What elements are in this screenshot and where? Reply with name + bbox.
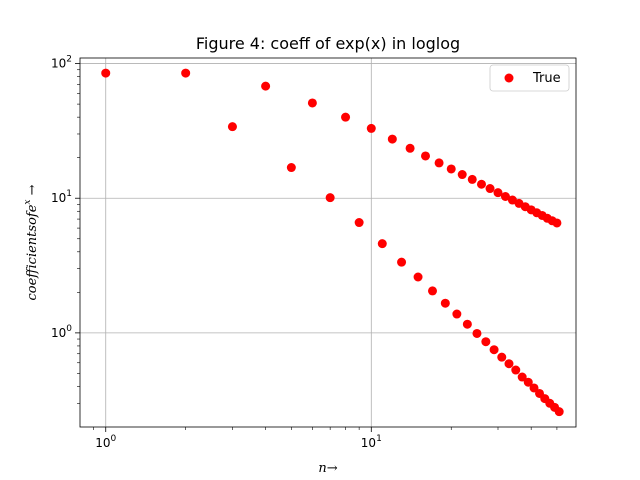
y-tick-label-exponent: 0 <box>66 324 72 334</box>
y-tick-label: 101 <box>51 189 72 205</box>
data-points <box>101 68 564 417</box>
x-tick-label-base: 10 <box>95 436 110 450</box>
data-point <box>552 218 562 228</box>
data-point <box>434 158 444 168</box>
y-tick-label-base: 10 <box>51 57 66 71</box>
data-point <box>517 372 527 382</box>
x-tick-label-exponent: 0 <box>111 434 117 444</box>
data-point <box>452 309 462 319</box>
y-axis-label-text: coefficientsofex → <box>23 184 40 300</box>
chart-title: Figure 4: coeff of exp(x) in loglog <box>196 34 460 53</box>
y-axis-label-main: coefficientsofe <box>25 204 40 300</box>
data-point <box>497 352 507 362</box>
data-point <box>489 345 499 355</box>
data-point <box>500 191 510 201</box>
legend-marker <box>504 73 514 83</box>
x-axis-label: n→ <box>318 461 337 476</box>
data-point <box>467 174 477 184</box>
data-point <box>420 151 430 161</box>
data-point <box>440 298 450 308</box>
data-point <box>286 163 296 173</box>
data-point <box>462 319 472 329</box>
legend-box <box>489 64 570 92</box>
data-point <box>427 286 437 296</box>
y-tick-label-base: 10 <box>51 191 66 205</box>
y-tick-label-exponent: 1 <box>66 189 72 199</box>
data-point <box>341 112 351 122</box>
y-tick-label: 102 <box>51 55 72 71</box>
data-point <box>325 193 335 203</box>
data-point <box>457 170 467 180</box>
data-point <box>307 98 317 108</box>
x-tick-label-base: 10 <box>361 436 376 450</box>
data-point <box>446 164 456 174</box>
data-point <box>504 359 514 369</box>
data-point <box>485 184 495 194</box>
data-point <box>511 365 521 375</box>
data-point <box>476 179 486 189</box>
data-point <box>387 134 397 144</box>
y-axis-label: coefficientsofex → <box>23 184 40 300</box>
x-axis-label-text: n→ <box>318 461 337 476</box>
data-point <box>101 68 111 78</box>
data-point <box>261 81 271 91</box>
data-point <box>405 143 415 153</box>
y-axis-label-superscript: x <box>23 200 33 205</box>
legend: True <box>489 64 570 92</box>
data-point <box>354 218 364 228</box>
data-point <box>554 407 564 417</box>
data-point <box>397 257 407 267</box>
data-point <box>181 68 191 78</box>
data-point <box>529 383 539 393</box>
x-tick-label-exponent: 1 <box>376 434 382 444</box>
data-point <box>366 123 376 133</box>
data-point <box>523 377 533 387</box>
data-point <box>377 239 387 249</box>
axes-frame <box>79 57 577 428</box>
x-tick-label: 101 <box>361 434 382 450</box>
y-tick-label: 100 <box>51 324 72 340</box>
plot-area-border <box>79 57 577 428</box>
y-tick-label-exponent: 2 <box>66 55 72 65</box>
x-tick-label: 100 <box>95 434 116 450</box>
y-axis-label-arrow: → <box>25 184 40 199</box>
data-point <box>493 188 503 198</box>
data-point <box>481 337 491 347</box>
data-point <box>472 328 482 338</box>
data-point <box>227 122 237 132</box>
data-point <box>413 272 423 282</box>
legend-label: True <box>532 71 561 86</box>
y-tick-label-base: 10 <box>51 326 66 340</box>
